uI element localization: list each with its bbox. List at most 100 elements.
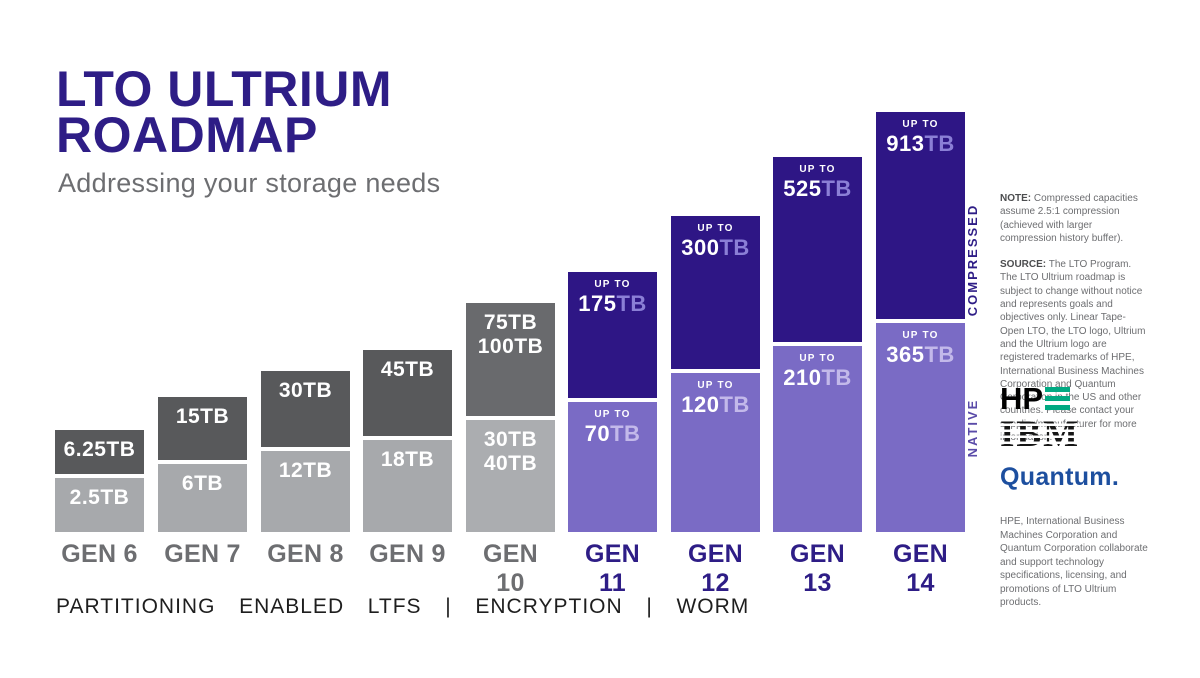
capacity-value: 2.5TB (69, 486, 130, 509)
quantum-logo: Quantum. (1000, 463, 1120, 491)
up-to-label: UP TO (697, 223, 734, 234)
capacity-value: 40TB (483, 451, 538, 475)
up-to-label: UP TO (594, 279, 631, 290)
note-text: Compressed capacities assume 2.5:1 compr… (1000, 193, 1138, 244)
bar-column-gen-14: UP TO 913TB UP TO 365TB GEN 14 (876, 0, 965, 678)
bar-segment-compressed: 6.25TB (55, 430, 144, 474)
source-label: SOURCE: (1000, 259, 1047, 271)
capacity-value: 913TB (876, 133, 965, 155)
bar-segment-native: 6TB (158, 464, 247, 532)
bar-column-gen-11: UP TO 175TB UP TO 70TB GEN 11 (568, 0, 657, 678)
gen-label-gen-12: GEN 12 (687, 540, 744, 597)
bar-segment-compressed: 30TB (261, 371, 350, 447)
capacity-value: 12TB (278, 459, 333, 482)
gen-label-gen-6: GEN 6 (61, 540, 138, 568)
capacity-unit: TB (821, 365, 852, 390)
hpe-logo-text: HP (1000, 380, 1044, 416)
gen-label-gen-14: GEN 14 (892, 540, 949, 597)
capacity-number: 210 (783, 365, 822, 390)
bar-segment-native: UP TO 70TB (568, 402, 657, 532)
capacity-unit: TB (924, 342, 955, 367)
native-axis-label: NATIVE (965, 398, 980, 458)
capacity-unit: TB (821, 176, 852, 201)
note-paragraph: NOTE: Compressed capacities assume 2.5:1… (1000, 192, 1150, 245)
capacity-value: 6.25TB (63, 438, 136, 461)
page-title-line1: LTO ULTRIUM (56, 61, 392, 117)
up-to-label: UP TO (902, 330, 939, 341)
bar-column-gen-12: UP TO 300TB UP TO 120TB GEN 12 (671, 0, 760, 678)
gen-label-gen-11: GEN 11 (584, 540, 641, 597)
bar-segment-native: 2.5TB (55, 478, 144, 532)
capacity-value: 18TB (380, 448, 435, 471)
capacity-unit: TB (616, 291, 647, 316)
capacity-value: 210TB (773, 367, 862, 389)
capacity-value: 75TB (483, 311, 538, 334)
bar-column-gen-6: 6.25TB 2.5TB GEN 6 (55, 0, 144, 678)
gen-label-gen-13: GEN 13 (789, 540, 846, 597)
bar-segment-native: UP TO 120TB (671, 373, 760, 532)
capacity-value: 30TB (483, 428, 538, 451)
bar-column-gen-8: 30TB 12TB GEN 8 (261, 0, 350, 678)
capacity-value: 525TB (773, 178, 862, 200)
gen-label-gen-10: GEN 10 (482, 540, 539, 597)
collaboration-text: HPE, International Business Machines Cor… (1000, 516, 1148, 608)
bar-segment-native: UP TO 210TB (773, 346, 862, 532)
capacity-value: 45TB (380, 358, 435, 381)
capacity-number: 525 (783, 176, 822, 201)
features-line: PARTITIONING ENABLED LTFS | ENCRYPTION |… (56, 595, 750, 618)
bar-segment-compressed: UP TO 300TB (671, 216, 760, 369)
capacity-value: 175TB (568, 293, 657, 315)
bar-segment-native: 12TB (261, 451, 350, 532)
hpe-e-mark-icon (1045, 386, 1071, 410)
note-label: NOTE: (1000, 193, 1032, 204)
capacity-number: 913 (886, 131, 925, 156)
capacity-value: 6TB (181, 472, 224, 495)
up-to-label: UP TO (594, 409, 631, 420)
bar-segment-compressed: 75TB 100TB (466, 303, 555, 416)
bar-segment-compressed: UP TO 175TB (568, 272, 657, 398)
ibm-logo-text: IBM (1000, 414, 1080, 455)
capacity-value: 15TB (175, 405, 230, 428)
bar-segment-compressed: UP TO 525TB (773, 157, 862, 342)
capacity-number: 365 (886, 342, 925, 367)
bar-column-gen-9: 45TB 18TB GEN 9 (363, 0, 452, 678)
capacity-number: 120 (681, 392, 720, 417)
up-to-label: UP TO (799, 353, 836, 364)
bar-column-gen-7: 15TB 6TB GEN 7 (158, 0, 247, 678)
up-to-label: UP TO (697, 380, 734, 391)
capacity-value: 300TB (671, 237, 760, 259)
compressed-axis-label: COMPRESSED (965, 203, 980, 317)
bar-column-gen-10: 75TB 100TB 30TB 40TB GEN 10 (466, 0, 555, 678)
hpe-logo: HP (1000, 380, 1150, 416)
gen-label-gen-8: GEN 8 (267, 540, 344, 568)
capacity-value: 365TB (876, 344, 965, 366)
capacity-number: 300 (681, 235, 720, 260)
bar-column-gen-13: UP TO 525TB UP TO 210TB GEN 13 (773, 0, 862, 678)
bar-segment-compressed: 45TB (363, 350, 452, 436)
page-title-line2: ROADMAP (56, 107, 318, 163)
up-to-label: UP TO (902, 119, 939, 130)
bar-segment-native: UP TO 365TB (876, 323, 965, 532)
page-subtitle: Addressing your storage needs (58, 168, 441, 198)
bar-segment-native: 18TB (363, 440, 452, 532)
up-to-label: UP TO (799, 164, 836, 175)
capacity-value: 70TB (568, 423, 657, 445)
bar-segment-compressed: 15TB (158, 397, 247, 460)
capacity-value: 100TB (477, 334, 544, 358)
page-title: LTO ULTRIUM ROADMAP (56, 61, 392, 163)
gen-label-gen-7: GEN 7 (164, 540, 241, 568)
capacity-unit: TB (924, 131, 955, 156)
capacity-value: 120TB (671, 394, 760, 416)
capacity-number: 175 (578, 291, 617, 316)
bar-segment-native: 30TB 40TB (466, 420, 555, 532)
gen-label-gen-9: GEN 9 (369, 540, 446, 568)
capacity-unit: TB (610, 421, 641, 446)
capacity-number: 70 (584, 421, 611, 446)
vendor-logos: HP IBM Quantum. (1000, 380, 1150, 492)
ibm-logo: IBM (1000, 416, 1080, 453)
bar-segment-compressed: UP TO 913TB (876, 112, 965, 319)
capacity-value: 30TB (278, 379, 333, 402)
capacity-unit: TB (719, 392, 750, 417)
